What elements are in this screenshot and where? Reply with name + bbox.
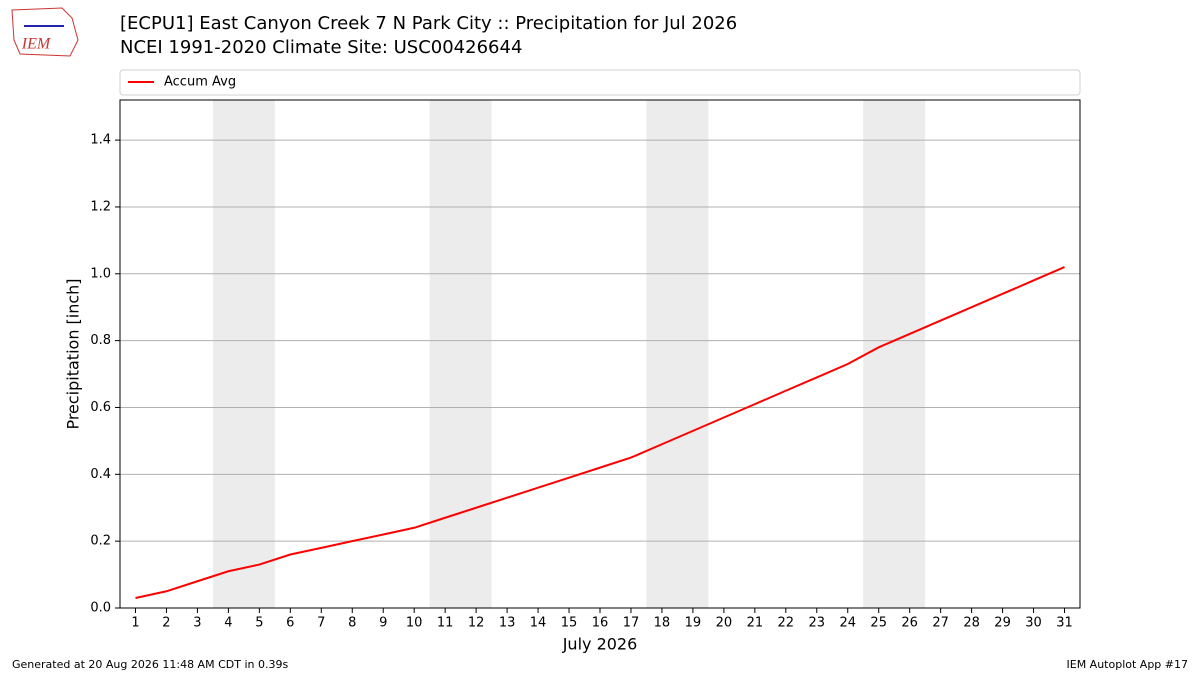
x-tick-label: 28 xyxy=(963,616,980,631)
x-tick-label: 16 xyxy=(592,616,609,631)
x-tick-label: 18 xyxy=(654,616,671,631)
x-tick-label: 11 xyxy=(437,616,454,631)
x-tick-label: 2 xyxy=(162,616,170,631)
logo-text: IEM xyxy=(21,36,52,53)
y-tick-label: 1.0 xyxy=(90,266,111,281)
x-tick-label: 4 xyxy=(224,616,232,631)
weekend-band xyxy=(429,100,492,608)
x-tick-label: 20 xyxy=(716,616,733,631)
logo: IEM xyxy=(11,7,79,57)
x-tick-label: 9 xyxy=(379,616,387,631)
y-tick-label: 1.4 xyxy=(90,133,111,148)
x-tick-label: 30 xyxy=(1025,616,1042,631)
series-line xyxy=(135,266,1065,599)
y-tick-label: 0.6 xyxy=(90,400,111,415)
x-tick-label: 10 xyxy=(406,616,423,631)
x-tick-label: 12 xyxy=(468,616,485,631)
x-tick-label: 5 xyxy=(255,616,263,631)
y-tick-label: 0.2 xyxy=(90,534,111,549)
plot-frame xyxy=(119,99,1081,609)
x-tick-label: 1 xyxy=(131,616,139,631)
x-tick-label: 6 xyxy=(286,616,294,631)
weekend-band xyxy=(646,100,709,608)
legend-box xyxy=(119,69,1081,96)
x-tick-label: 14 xyxy=(530,616,547,631)
x-tick-label: 3 xyxy=(193,616,201,631)
footer-left: Generated at 20 Aug 2026 11:48 AM CDT in… xyxy=(12,658,288,671)
y-tick-label: 0.4 xyxy=(90,467,111,482)
x-tick-label: 8 xyxy=(348,616,356,631)
footer-right: IEM Autoplot App #17 xyxy=(1067,658,1189,671)
x-tick-label: 19 xyxy=(685,616,702,631)
chart-title: [ECPU1] East Canyon Creek 7 N Park City … xyxy=(120,13,737,34)
x-tick-label: 26 xyxy=(901,616,918,631)
x-tick-label: 15 xyxy=(561,616,578,631)
y-tick-label: 1.2 xyxy=(90,199,111,214)
y-tick-label: 0.8 xyxy=(90,333,111,348)
x-tick-label: 25 xyxy=(870,616,887,631)
x-tick-label: 27 xyxy=(932,616,949,631)
x-tick-label: 13 xyxy=(499,616,516,631)
x-tick-label: 17 xyxy=(623,616,640,631)
weekend-band xyxy=(863,100,926,608)
x-tick-label: 23 xyxy=(809,616,826,631)
x-tick-label: 24 xyxy=(839,616,856,631)
x-tick-label: 22 xyxy=(778,616,795,631)
chart-subtitle: NCEI 1991-2020 Climate Site: USC00426644 xyxy=(120,37,522,58)
legend-label: Accum Avg xyxy=(164,75,236,90)
x-axis-label: July 2026 xyxy=(562,635,638,654)
x-tick-label: 31 xyxy=(1056,616,1073,631)
y-tick-label: 0.0 xyxy=(90,601,111,616)
x-tick-label: 29 xyxy=(994,616,1011,631)
weekend-band xyxy=(212,100,275,608)
x-tick-label: 21 xyxy=(747,616,764,631)
y-axis-label: Precipitation [inch] xyxy=(64,278,83,429)
x-tick-label: 7 xyxy=(317,616,325,631)
